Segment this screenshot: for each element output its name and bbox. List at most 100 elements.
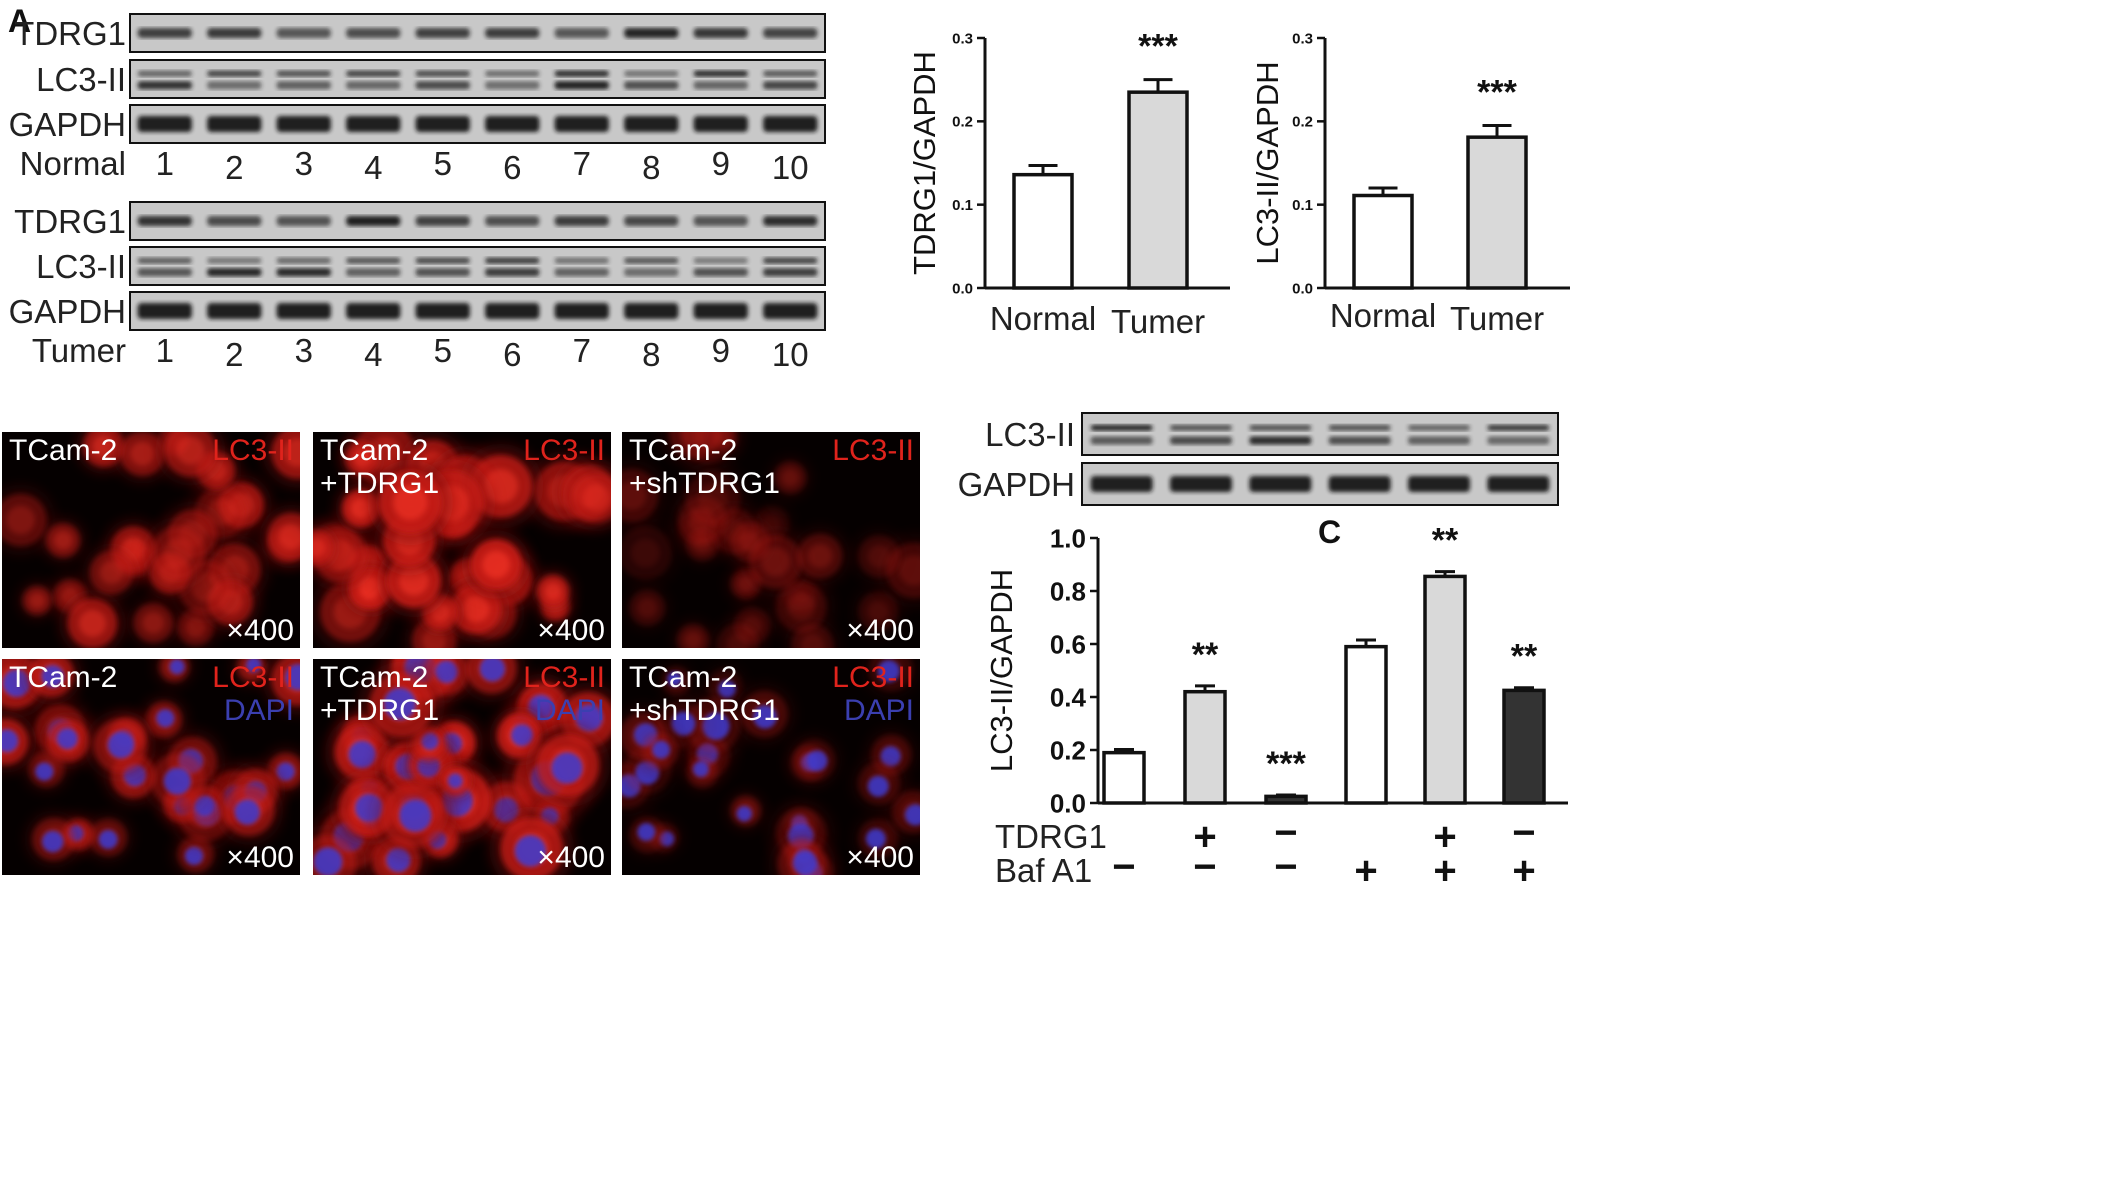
blot-band xyxy=(346,81,401,90)
y-tick-label: 0.0 xyxy=(952,280,973,297)
blot-band xyxy=(1408,476,1470,492)
y-tick-label: 0.2 xyxy=(1292,114,1313,131)
lane-number: 6 xyxy=(503,336,521,373)
blot-band xyxy=(346,268,401,277)
significance-mark: *** xyxy=(1266,745,1306,783)
treatment-sign: + xyxy=(1433,849,1456,893)
nucleus xyxy=(667,671,682,687)
stain-label: LC3-II xyxy=(523,434,605,467)
blot-band xyxy=(624,268,679,277)
nucleus xyxy=(98,830,118,849)
lane-number: 4 xyxy=(364,149,382,186)
blot-row-label: LC3-II xyxy=(36,61,126,98)
blot-band xyxy=(1170,436,1232,445)
nucleus xyxy=(792,850,818,875)
blot-band xyxy=(415,303,470,319)
blot-band xyxy=(207,216,262,226)
blot-band xyxy=(137,303,192,319)
nucleus xyxy=(447,773,463,789)
blot-band xyxy=(207,257,262,264)
blot-band xyxy=(693,268,748,277)
cell-bright xyxy=(582,484,610,512)
blot-band xyxy=(415,81,470,90)
y-tick-label: 0.0 xyxy=(1292,280,1313,297)
blot-band xyxy=(763,70,818,77)
lane-number: 2 xyxy=(225,149,243,186)
micrograph-title: TCam-2 xyxy=(9,434,117,467)
nucleus xyxy=(693,761,709,778)
blot-band xyxy=(1408,424,1470,431)
magnification-label: ×400 xyxy=(846,841,914,874)
blot-band xyxy=(485,81,540,90)
blot-band xyxy=(1328,424,1391,431)
cell-bright xyxy=(622,481,647,511)
y-tick-label: 0.8 xyxy=(1050,576,1086,606)
blot-band xyxy=(137,116,192,132)
blot-band xyxy=(763,116,818,132)
blot-band xyxy=(485,268,540,277)
treatment-sign: + xyxy=(1354,849,1377,893)
stain-label: LC3-II xyxy=(212,661,294,694)
bar xyxy=(1423,574,1467,805)
blot-band xyxy=(1170,476,1232,492)
cell-bright xyxy=(352,448,372,468)
bar xyxy=(1127,90,1189,290)
lane-number: 3 xyxy=(295,145,313,182)
blot-band xyxy=(485,257,540,264)
cell-bright xyxy=(807,543,833,569)
treatment-sign: − xyxy=(1193,845,1216,889)
nucleus xyxy=(867,775,889,797)
blot-band xyxy=(207,268,262,277)
cell-bright xyxy=(29,592,46,609)
blot-band xyxy=(276,28,331,38)
y-tick-label: 0.2 xyxy=(1050,735,1086,765)
blot-row-label: GAPDH xyxy=(9,106,126,143)
blot-band xyxy=(624,70,679,77)
nucleus xyxy=(865,828,886,849)
bar xyxy=(1012,172,1074,290)
blot-band xyxy=(207,303,262,319)
lane-number: 3 xyxy=(295,332,313,369)
cell-layer xyxy=(622,659,920,875)
stain-label: LC3-II xyxy=(212,434,294,467)
blot-band xyxy=(1090,476,1153,492)
cell-bright xyxy=(278,523,300,550)
lane-number: 9 xyxy=(712,332,730,369)
lane-number: 9 xyxy=(712,145,730,182)
nucleus xyxy=(652,740,671,759)
cell-bright xyxy=(630,538,661,568)
blot-band xyxy=(1249,424,1312,431)
cell-bright xyxy=(142,611,165,634)
cell-bright xyxy=(787,592,816,621)
nucleus xyxy=(285,664,300,691)
cell-layer xyxy=(313,659,611,875)
bar xyxy=(1352,193,1414,290)
cell-bright xyxy=(637,598,658,618)
blot-band xyxy=(485,116,540,132)
lane-number: 4 xyxy=(364,336,382,373)
cell-bright xyxy=(350,497,372,519)
significance-mark: ** xyxy=(1511,638,1538,676)
magnification-label: ×400 xyxy=(537,614,605,647)
fluorescence-micrograph-grid: TCam-2 LC3-II×400TCam-2+TDRG1LC3-II×400TC… xyxy=(2,432,920,875)
treatment-sign: − xyxy=(1274,845,1297,889)
treatment-label: Baf A1 xyxy=(995,852,1092,889)
blot-band xyxy=(1408,436,1470,445)
blot-band xyxy=(415,70,470,77)
nucleus xyxy=(184,846,204,865)
stain-label: DAPI xyxy=(844,694,914,727)
blot-band xyxy=(624,303,679,319)
cell-bright xyxy=(715,432,732,446)
blot-band xyxy=(763,303,818,319)
y-axis-label: LC3-II/GAPDH xyxy=(984,569,1019,772)
y-tick-label: 0.0 xyxy=(1050,788,1086,818)
y-axis-label: TDRG1/GAPDH xyxy=(907,51,942,275)
micrograph-title: TCam-2 xyxy=(320,661,428,694)
blot-row-label: GAPDH xyxy=(958,466,1075,503)
nucleus xyxy=(35,762,54,781)
cell-bright xyxy=(867,544,891,568)
cell-layer xyxy=(2,659,300,875)
blot-row-label: LC3-II xyxy=(36,248,126,285)
magnification-label: ×400 xyxy=(846,614,914,647)
